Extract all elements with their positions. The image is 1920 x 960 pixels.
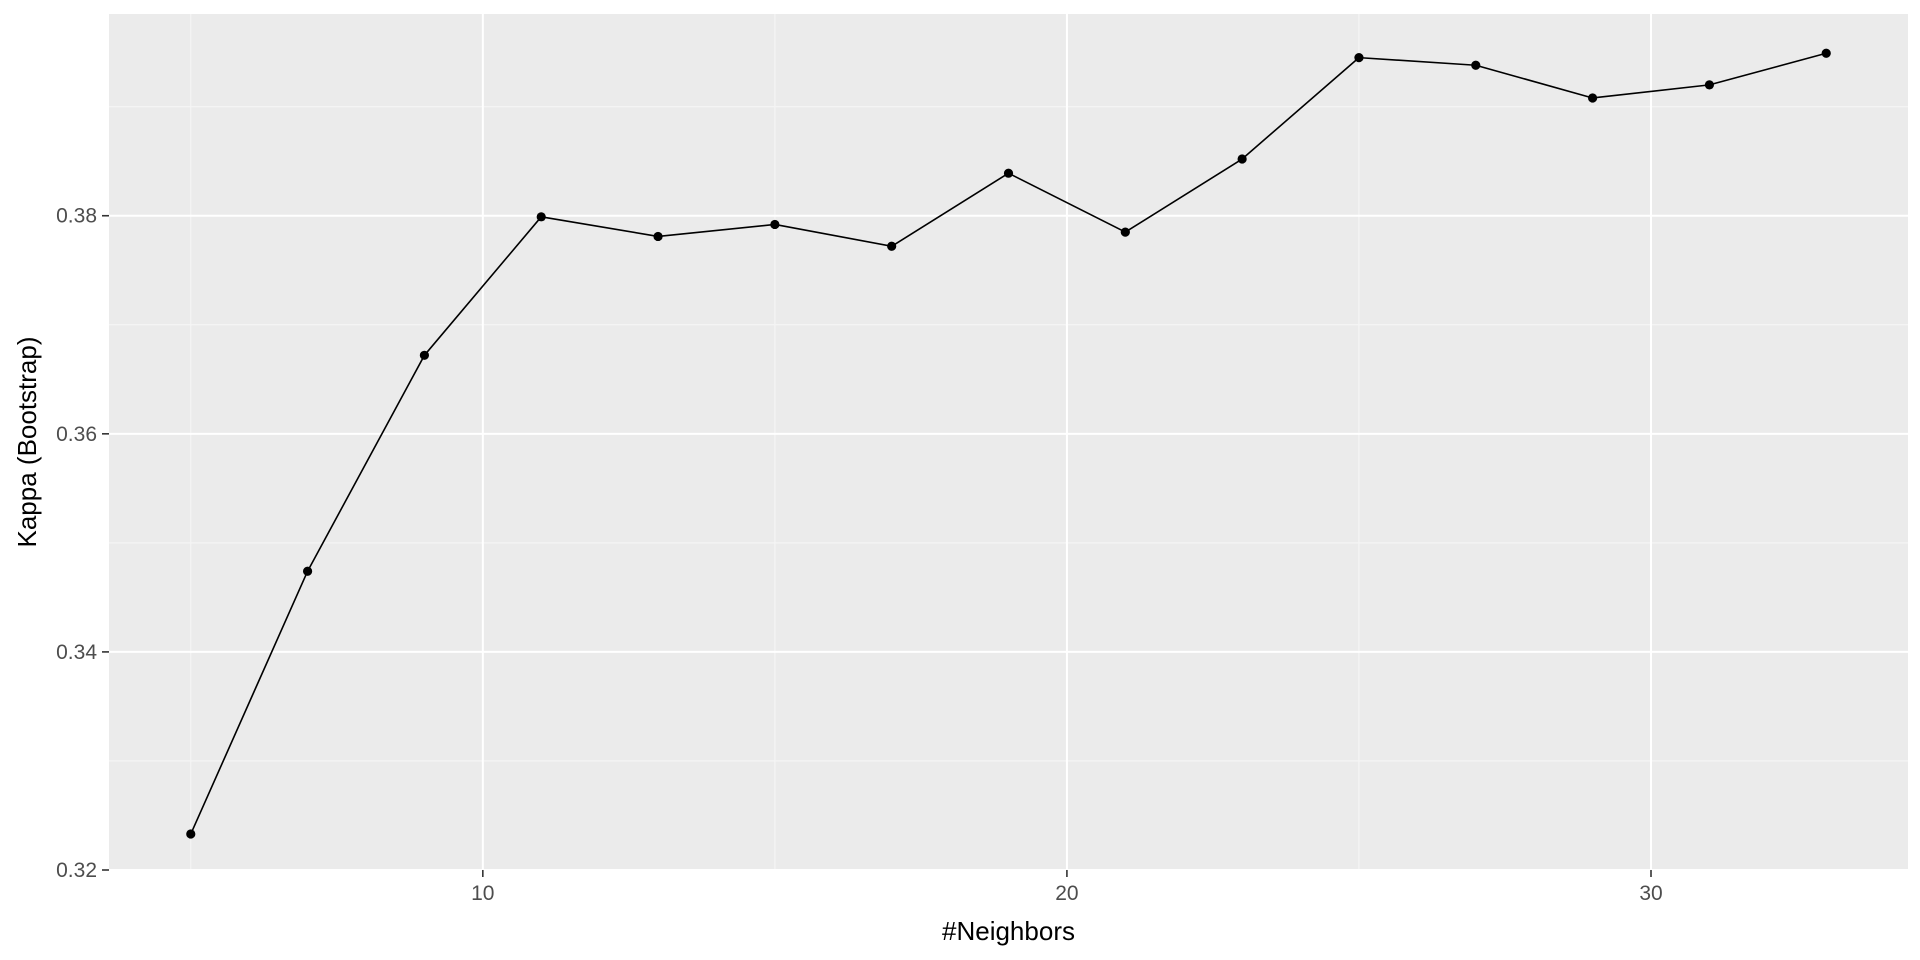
series-layer xyxy=(186,48,1831,839)
y-tick-label: 0.38 xyxy=(56,205,97,228)
data-point xyxy=(1354,53,1364,63)
y-axis: 0.32 0.34 0.36 0.38 xyxy=(56,205,109,882)
minor-gridlines-y xyxy=(109,106,1908,762)
x-axis: 10 20 30 xyxy=(471,870,1663,905)
data-point xyxy=(1120,227,1130,237)
x-axis-title: #Neighbors xyxy=(942,916,1075,946)
y-axis-title: Kappa (Bootstrap) xyxy=(12,336,42,547)
x-tick-label: 30 xyxy=(1639,882,1662,905)
data-point xyxy=(1587,93,1598,103)
data-point xyxy=(1821,48,1831,58)
data-point xyxy=(536,212,546,222)
data-point xyxy=(186,829,196,839)
data-point xyxy=(1237,154,1247,164)
data-point xyxy=(1003,168,1014,178)
major-gridlines-x xyxy=(481,14,1652,870)
y-tick-label: 0.36 xyxy=(56,423,97,446)
data-point xyxy=(302,566,313,576)
major-gridlines-y xyxy=(109,214,1908,871)
data-point xyxy=(887,241,897,251)
minor-gridlines-x xyxy=(190,14,1360,870)
y-tick-label: 0.32 xyxy=(56,859,97,882)
plot-panel xyxy=(109,14,1908,870)
data-point xyxy=(1471,60,1481,70)
data-point xyxy=(1704,80,1715,90)
x-tick-label: 10 xyxy=(471,882,494,905)
data-point xyxy=(419,350,430,360)
data-point xyxy=(770,219,780,230)
x-tick-label: 20 xyxy=(1055,882,1078,905)
y-tick-label: 0.34 xyxy=(56,641,97,664)
data-point xyxy=(653,231,663,242)
